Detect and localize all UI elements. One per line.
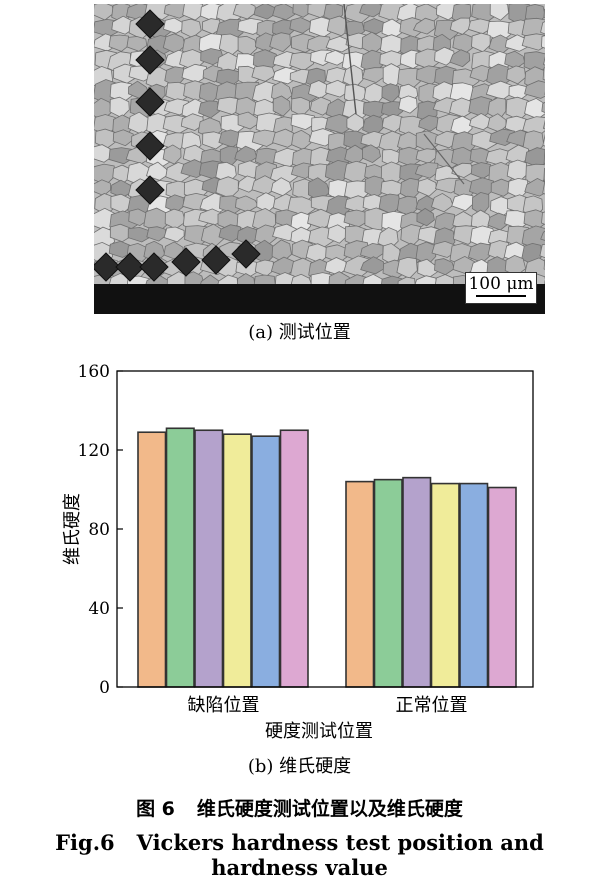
bars [138,428,516,687]
figure-caption-cn: 图 6 维氏硬度测试位置以及维氏硬度 [0,794,599,821]
y-tick-label: 0 [99,678,110,698]
figure-label-en: Fig.6 [55,830,115,855]
bar-1-0 [346,482,374,687]
y-axis-label: 维氏硬度 [62,493,83,565]
bar-0-2 [195,430,223,687]
scale-bar-label: 100 μm [466,275,536,293]
bar-1-3 [432,484,460,687]
figure-title-en: Vickers hardness test position and hardn… [137,830,544,880]
figure-label-cn: 图 6 [136,798,175,820]
figure-caption-en: Fig.6 Vickers hardness test position and … [0,830,599,880]
bar-0-5 [281,430,309,687]
y-tick-label: 40 [88,599,110,619]
panel-b-caption: (b) 维氏硬度 [0,752,599,778]
y-tick-label: 80 [88,520,110,540]
bar-1-1 [375,480,403,687]
micrograph: 100 μm [94,4,545,314]
bar-0-3 [224,434,252,687]
x-tick-label: 缺陷位置 [188,695,260,716]
figure-title-cn: 维氏硬度测试位置以及维氏硬度 [197,798,463,820]
bar-1-4 [460,484,488,687]
scale-bar-line [476,295,526,297]
scale-bar: 100 μm [465,272,537,304]
x-axis-label: 硬度测试位置 [265,721,373,742]
bar-0-1 [167,428,195,687]
micrograph-image [94,4,545,314]
grain-structure [94,4,545,298]
x-tick-label: 正常位置 [396,695,468,716]
y-tick-label: 120 [78,441,110,461]
panel-a-caption: (a) 测试位置 [0,318,599,344]
bar-1-2 [403,478,431,687]
bar-1-5 [489,488,517,687]
y-tick-label: 160 [78,362,110,382]
bar-0-4 [252,436,280,687]
bar-0-0 [138,432,166,687]
